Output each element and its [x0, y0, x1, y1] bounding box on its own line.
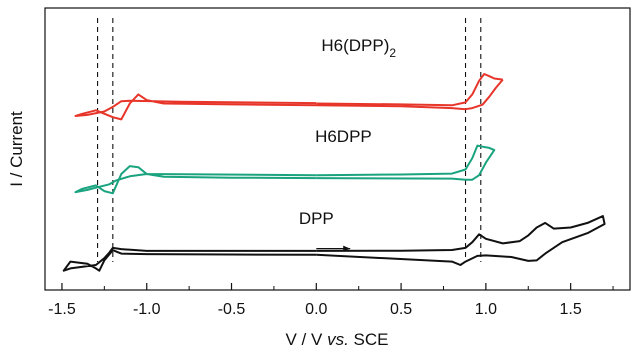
x-tick-label-5: 1.0 [475, 301, 497, 318]
x-tick-label-6: 1.5 [560, 301, 582, 318]
y-axis-title: I / Current [7, 111, 26, 187]
x-tick-label-1: -1.0 [133, 301, 161, 318]
series-h6dpp-reverse-line [74, 165, 317, 195]
series-label-subscript: 2 [389, 46, 396, 60]
x-axis-title-tail: SCE [349, 330, 389, 349]
series-label-main: H6DPP [315, 127, 372, 146]
x-axis-ticks: -1.5 -1.0 -0.5 0.0 0.5 1.0 1.5 [48, 283, 614, 318]
plot-frame [44, 7, 631, 291]
series-h6dpp-forward-line [316, 144, 496, 181]
x-tick-label-4: 0.5 [390, 301, 412, 318]
series-label-2: DPP [299, 209, 334, 228]
x-tick-label-2: -0.5 [218, 301, 246, 318]
series-labels: H6(DPP)2 H6DPP DPP [299, 36, 397, 228]
x-tick-label-3: 0.0 [305, 301, 327, 318]
scan-direction-arrowhead [343, 245, 351, 252]
x-tick-label-0: -1.5 [48, 301, 76, 318]
x-axis-title-main: V / V [286, 330, 328, 349]
x-axis-title: V / V vs. SCE [286, 330, 389, 349]
series-h6-dpp-2-reverse-line [74, 78, 504, 121]
series-h6-dpp-2-forward-line [316, 73, 503, 107]
series-label-1: H6DPP [315, 127, 372, 146]
reference-lines [97, 18, 482, 262]
series-label-main: DPP [299, 209, 334, 228]
series-dpp-forward-line [316, 215, 606, 266]
x-axis-title-italic: vs. [327, 330, 349, 349]
series-curves [62, 73, 606, 272]
series-dpp-reverse-line [62, 246, 317, 272]
series-label-main: H6(DPP) [321, 36, 389, 55]
series-label-0: H6(DPP)2 [321, 36, 396, 60]
